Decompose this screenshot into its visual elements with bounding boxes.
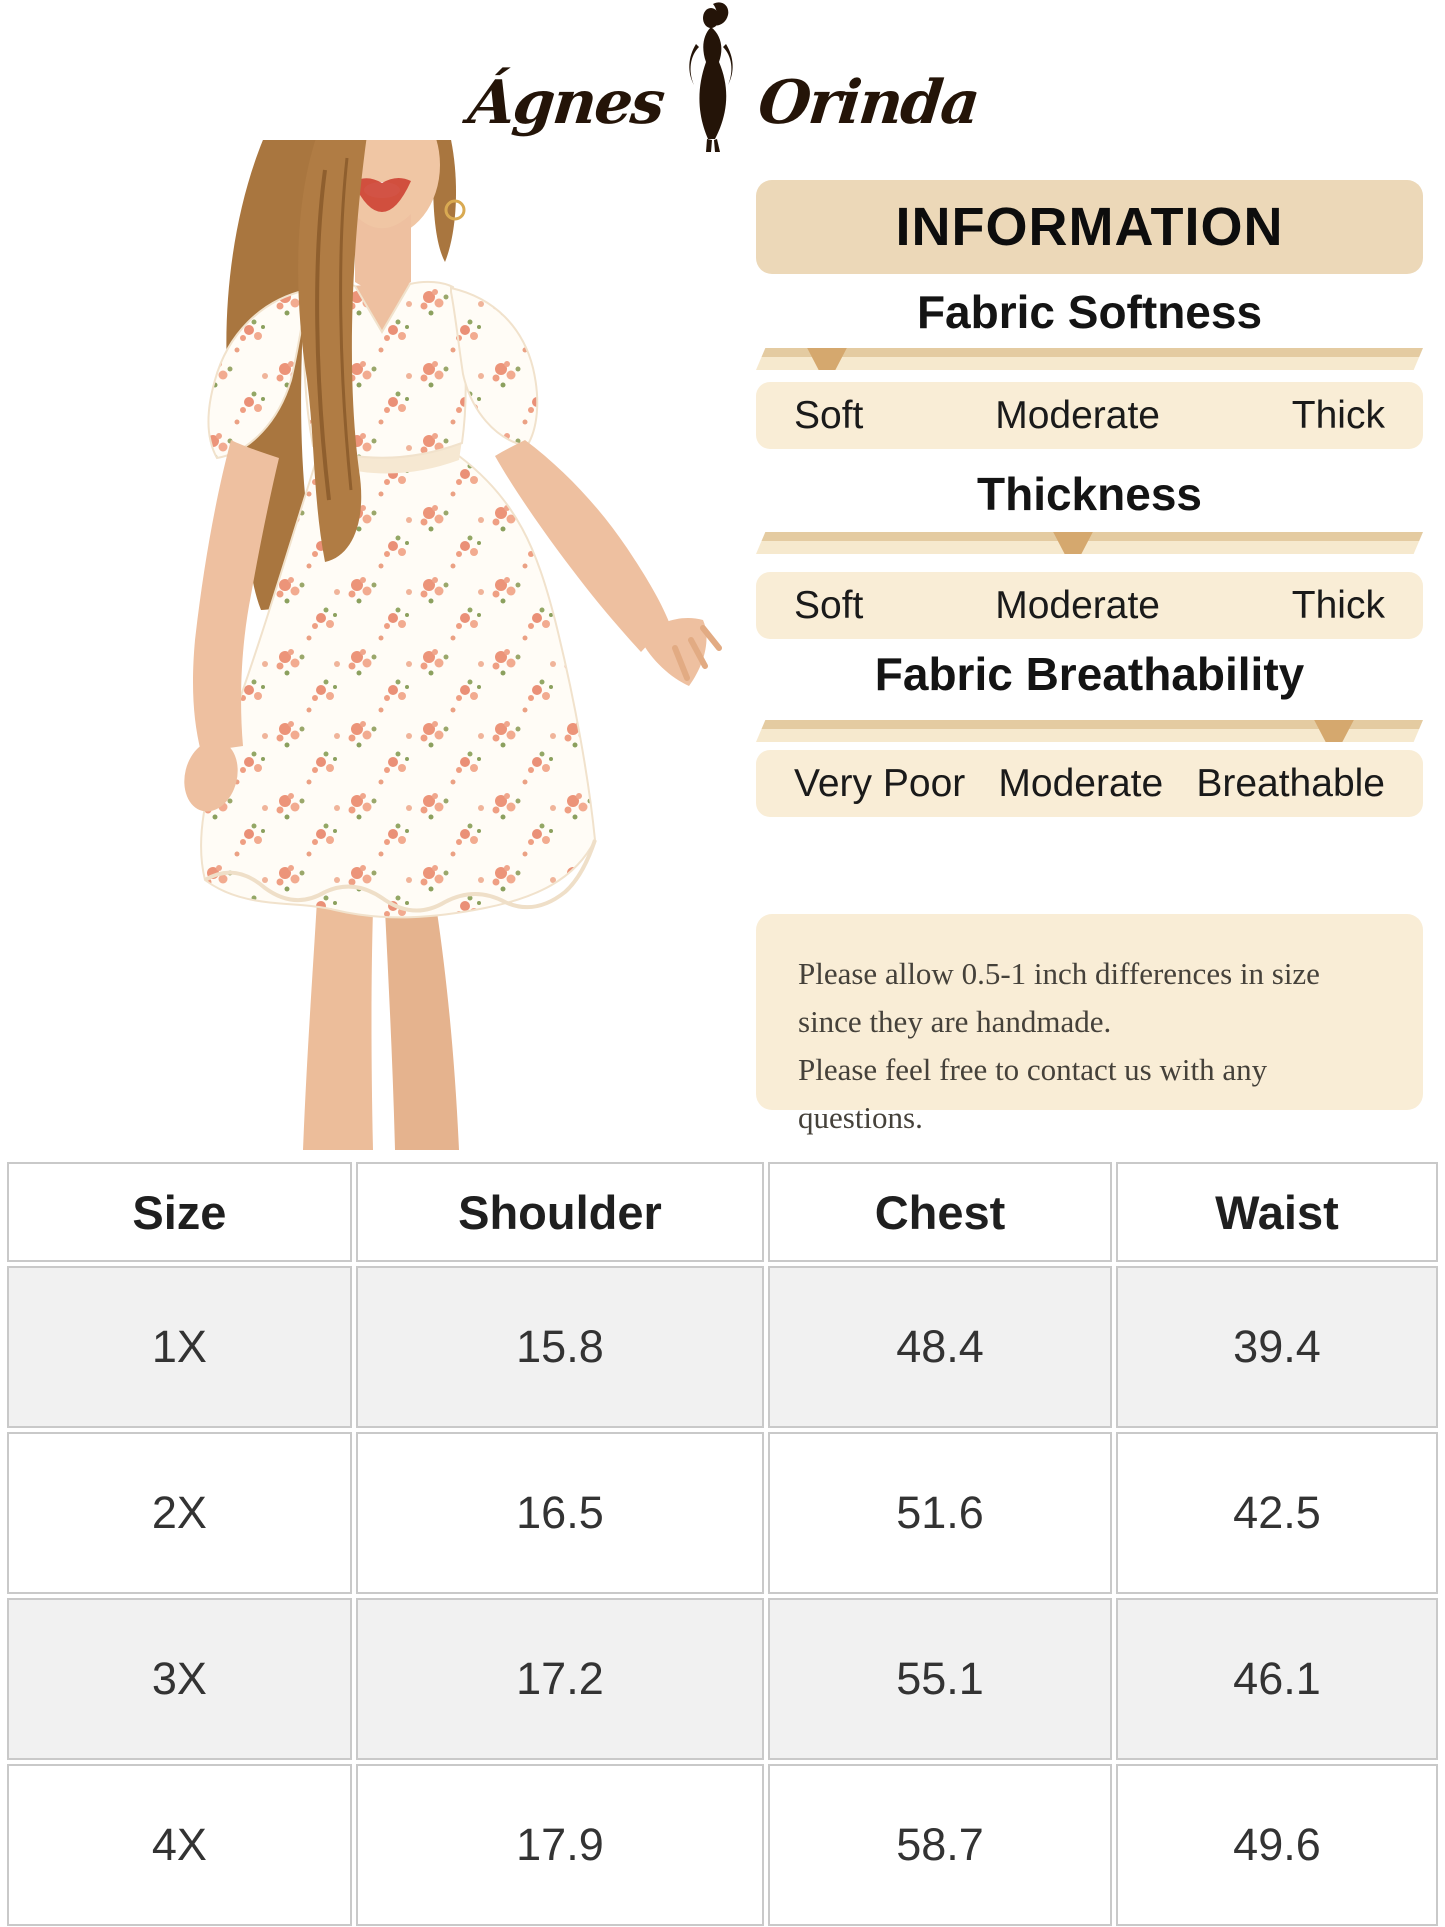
note-line: Please feel free to contact us with any … xyxy=(798,1052,1268,1135)
breathability-indicator-triangle-icon xyxy=(1310,720,1359,742)
table-cell: 39.4 xyxy=(1115,1266,1438,1428)
size-chart-table: Size Shoulder Chest Waist 1X 15.8 48.4 3… xyxy=(7,1162,1438,1926)
scale-label: Moderate xyxy=(995,393,1160,437)
scale-label: Moderate xyxy=(998,761,1164,805)
table-cell: 48.4 xyxy=(768,1266,1112,1428)
softness-scale-labels: Soft Moderate Thick xyxy=(756,382,1423,449)
scale-label: Moderate xyxy=(995,583,1160,627)
thickness-scale-labels: Soft Moderate Thick xyxy=(756,572,1423,639)
section-heading-thickness: Thickness xyxy=(977,468,1202,520)
note-line: Please allow 0.5-1 inch differences in s… xyxy=(798,956,1320,991)
table-cell: 16.5 xyxy=(355,1432,765,1594)
scale-label: Breathable xyxy=(1196,761,1385,805)
brand-logo: Ágnes Orinda xyxy=(0,0,1445,152)
table-cell: 55.1 xyxy=(768,1598,1112,1760)
column-header-size: Size xyxy=(7,1162,352,1262)
scale-label: Soft xyxy=(794,583,864,627)
table-cell: 49.6 xyxy=(1115,1764,1438,1926)
table-cell: 51.6 xyxy=(768,1432,1112,1594)
table-cell: 15.8 xyxy=(355,1266,765,1428)
scale-label: Very Poor xyxy=(794,761,966,805)
column-header-waist: Waist xyxy=(1115,1162,1438,1262)
woman-silhouette-icon xyxy=(689,2,733,152)
table-cell: 17.2 xyxy=(355,1598,765,1760)
table-cell: 3X xyxy=(7,1598,352,1760)
section-heading-fabric-breathability: Fabric Breathability xyxy=(874,648,1305,700)
table-cell: 17.9 xyxy=(355,1764,765,1926)
softness-scale-bar xyxy=(756,348,1423,370)
thickness-scale-bar xyxy=(756,532,1423,554)
brand-name-right: Orinda xyxy=(755,68,982,138)
softness-indicator-triangle-icon xyxy=(802,348,851,370)
product-photo xyxy=(55,140,745,1150)
scale-label: Soft xyxy=(794,393,864,437)
table-cell: 1X xyxy=(7,1266,352,1428)
note-box: Please allow 0.5-1 inch differences in s… xyxy=(756,914,1423,1135)
table-cell: 46.1 xyxy=(1115,1598,1438,1760)
scale-label: Thick xyxy=(1291,393,1385,437)
column-header-chest: Chest xyxy=(768,1162,1112,1262)
section-heading-fabric-softness: Fabric Softness xyxy=(916,286,1263,338)
table-cell: 4X xyxy=(7,1764,352,1926)
scale-label: Thick xyxy=(1291,583,1385,627)
breathability-scale-labels: Very Poor Moderate Breathable xyxy=(756,750,1423,817)
table-cell: 2X xyxy=(7,1432,352,1594)
information-header: INFORMATION xyxy=(756,180,1423,274)
table-cell: 58.7 xyxy=(768,1764,1112,1926)
thickness-indicator-triangle-icon xyxy=(1048,532,1097,554)
table-cell: 42.5 xyxy=(1115,1432,1438,1594)
column-header-shoulder: Shoulder xyxy=(355,1162,765,1262)
note-line: since they are handmade. xyxy=(798,1004,1112,1039)
breathability-scale-bar xyxy=(756,720,1423,742)
